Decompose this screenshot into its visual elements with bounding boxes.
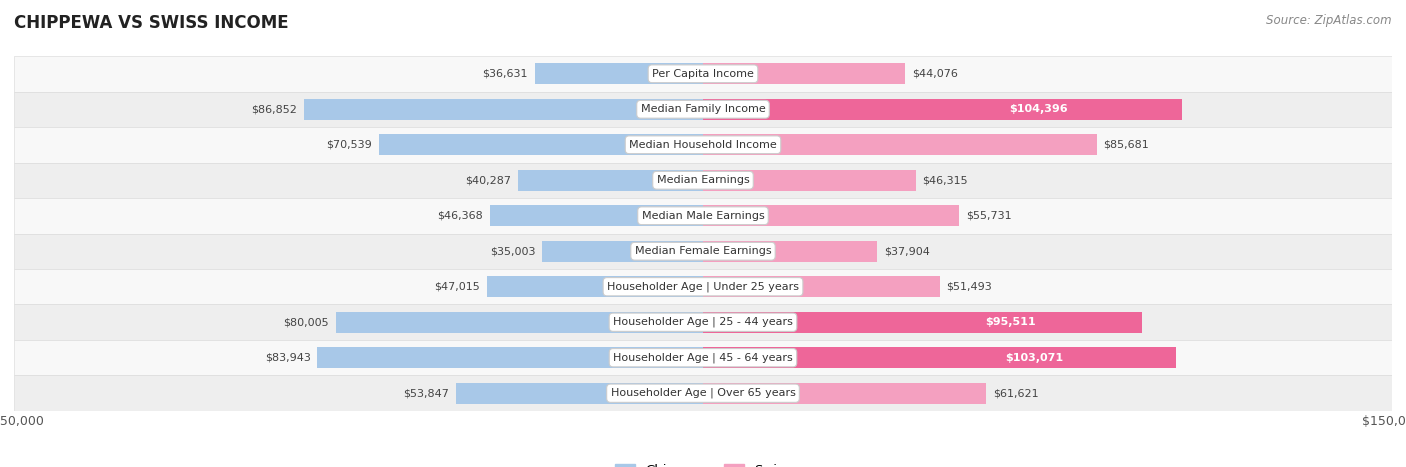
Text: Householder Age | Over 65 years: Householder Age | Over 65 years — [610, 388, 796, 398]
FancyBboxPatch shape — [491, 205, 703, 226]
Text: Householder Age | 45 - 64 years: Householder Age | 45 - 64 years — [613, 353, 793, 363]
FancyBboxPatch shape — [14, 163, 1392, 198]
FancyBboxPatch shape — [304, 99, 703, 120]
FancyBboxPatch shape — [14, 234, 1392, 269]
FancyBboxPatch shape — [486, 276, 703, 297]
Legend: Chippewa, Swiss: Chippewa, Swiss — [610, 459, 796, 467]
Text: Median Household Income: Median Household Income — [628, 140, 778, 150]
FancyBboxPatch shape — [703, 170, 915, 191]
FancyBboxPatch shape — [703, 347, 1177, 368]
Text: Source: ZipAtlas.com: Source: ZipAtlas.com — [1267, 14, 1392, 27]
FancyBboxPatch shape — [14, 198, 1392, 234]
Text: $85,681: $85,681 — [1104, 140, 1149, 150]
FancyBboxPatch shape — [517, 170, 703, 191]
FancyBboxPatch shape — [703, 276, 939, 297]
FancyBboxPatch shape — [380, 134, 703, 156]
FancyBboxPatch shape — [703, 205, 959, 226]
FancyBboxPatch shape — [456, 382, 703, 404]
Text: Householder Age | Under 25 years: Householder Age | Under 25 years — [607, 282, 799, 292]
FancyBboxPatch shape — [703, 63, 905, 85]
Text: $103,071: $103,071 — [1005, 353, 1063, 363]
FancyBboxPatch shape — [14, 92, 1392, 127]
Text: $35,003: $35,003 — [489, 246, 536, 256]
Text: $70,539: $70,539 — [326, 140, 373, 150]
Text: $61,621: $61,621 — [993, 388, 1039, 398]
FancyBboxPatch shape — [14, 56, 1392, 92]
FancyBboxPatch shape — [14, 375, 1392, 411]
Text: Per Capita Income: Per Capita Income — [652, 69, 754, 79]
Text: $55,731: $55,731 — [966, 211, 1011, 221]
FancyBboxPatch shape — [703, 134, 1097, 156]
Text: Median Family Income: Median Family Income — [641, 104, 765, 114]
Text: $104,396: $104,396 — [1010, 104, 1069, 114]
Text: Median Male Earnings: Median Male Earnings — [641, 211, 765, 221]
FancyBboxPatch shape — [14, 127, 1392, 163]
Text: $46,315: $46,315 — [922, 175, 969, 185]
Text: Median Female Earnings: Median Female Earnings — [634, 246, 772, 256]
Text: Median Earnings: Median Earnings — [657, 175, 749, 185]
FancyBboxPatch shape — [14, 269, 1392, 304]
Text: $83,943: $83,943 — [264, 353, 311, 363]
Text: $37,904: $37,904 — [884, 246, 929, 256]
FancyBboxPatch shape — [543, 241, 703, 262]
FancyBboxPatch shape — [534, 63, 703, 85]
FancyBboxPatch shape — [703, 311, 1142, 333]
Text: $40,287: $40,287 — [465, 175, 510, 185]
Text: $44,076: $44,076 — [912, 69, 959, 79]
FancyBboxPatch shape — [14, 340, 1392, 375]
FancyBboxPatch shape — [318, 347, 703, 368]
Text: $80,005: $80,005 — [283, 317, 329, 327]
FancyBboxPatch shape — [703, 99, 1182, 120]
FancyBboxPatch shape — [336, 311, 703, 333]
Text: $95,511: $95,511 — [984, 317, 1035, 327]
FancyBboxPatch shape — [703, 382, 986, 404]
Text: CHIPPEWA VS SWISS INCOME: CHIPPEWA VS SWISS INCOME — [14, 14, 288, 32]
Text: Householder Age | 25 - 44 years: Householder Age | 25 - 44 years — [613, 317, 793, 327]
Text: $46,368: $46,368 — [437, 211, 484, 221]
Text: $47,015: $47,015 — [434, 282, 481, 292]
Text: $86,852: $86,852 — [252, 104, 297, 114]
Text: $36,631: $36,631 — [482, 69, 527, 79]
FancyBboxPatch shape — [703, 241, 877, 262]
Text: $53,847: $53,847 — [404, 388, 449, 398]
FancyBboxPatch shape — [14, 304, 1392, 340]
Text: $51,493: $51,493 — [946, 282, 993, 292]
